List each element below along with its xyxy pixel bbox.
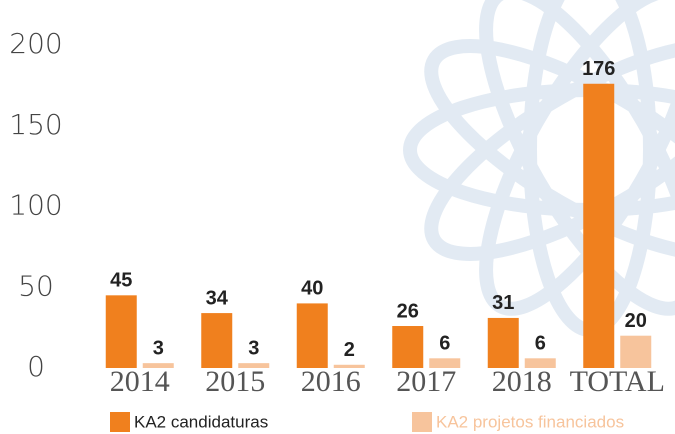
bar bbox=[392, 326, 423, 368]
value-label: 176 bbox=[582, 58, 615, 80]
value-label: 31 bbox=[492, 292, 514, 314]
x-tick-label: 2015 bbox=[205, 365, 265, 398]
x-tick-label: 2016 bbox=[301, 365, 361, 398]
y-tick-label: 50 bbox=[18, 269, 54, 302]
value-label: 3 bbox=[153, 337, 164, 359]
legend-swatch bbox=[110, 412, 130, 432]
bar bbox=[106, 295, 137, 368]
value-label: 6 bbox=[439, 333, 450, 355]
bar bbox=[143, 363, 174, 368]
y-tick-label: 100 bbox=[9, 189, 62, 222]
bar bbox=[297, 303, 328, 368]
bar bbox=[525, 358, 556, 368]
bar bbox=[620, 336, 651, 368]
legend-swatch bbox=[412, 412, 432, 432]
value-label: 40 bbox=[301, 278, 323, 300]
chart: 0 50 100 150 200 2014 45 3 2015 34 3 2016 40 2 2017 26 6… bbox=[0, 0, 675, 434]
x-tick-label: 2018 bbox=[492, 365, 552, 398]
value-label: 45 bbox=[110, 270, 132, 292]
bar bbox=[238, 363, 269, 368]
x-tick-label: 2014 bbox=[110, 365, 170, 398]
x-tick-label: 2017 bbox=[396, 365, 456, 398]
y-tick-label: 0 bbox=[27, 350, 45, 383]
x-tick-label: TOTAL bbox=[570, 365, 665, 398]
bar bbox=[334, 365, 365, 368]
bar bbox=[583, 84, 614, 368]
y-tick-label: 200 bbox=[9, 27, 62, 60]
value-label: 34 bbox=[206, 287, 229, 309]
value-label: 6 bbox=[535, 333, 546, 355]
legend-label: KA2 candidaturas bbox=[134, 412, 268, 431]
value-label: 26 bbox=[397, 300, 419, 322]
bar bbox=[201, 313, 232, 368]
bar bbox=[429, 358, 460, 368]
value-label: 2 bbox=[344, 339, 355, 361]
value-label: 3 bbox=[248, 337, 259, 359]
bar bbox=[488, 318, 519, 368]
legend-label: KA2 projetos financiados bbox=[436, 412, 624, 431]
y-tick-label: 150 bbox=[9, 108, 62, 141]
value-label: 20 bbox=[625, 310, 647, 332]
background-flower bbox=[404, 0, 675, 336]
